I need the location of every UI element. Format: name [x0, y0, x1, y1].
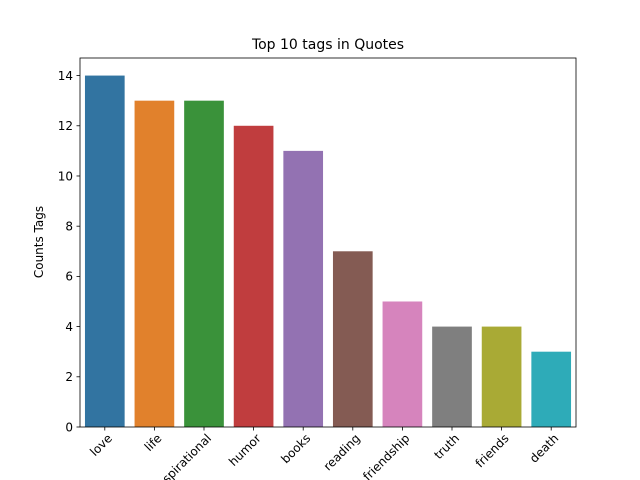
plot-frame	[79, 57, 577, 428]
y-axis: 0 2 4 6 8 10 12 14	[58, 69, 80, 434]
x-tick-label: friends	[473, 431, 512, 470]
bar-humor	[233, 125, 274, 427]
x-tick-label: truth	[431, 431, 462, 462]
x-tick-label: reading	[321, 431, 363, 473]
y-tick-label: 4	[65, 320, 73, 334]
bar-love	[84, 75, 125, 427]
y-tick-label: 14	[58, 69, 73, 83]
x-tick-label: books	[278, 431, 313, 466]
x-tick-label: friendship	[360, 431, 412, 480]
bar-friends	[481, 326, 522, 427]
y-tick-label: 10	[58, 169, 73, 183]
bar-inspirational	[184, 100, 224, 428]
bar-friendship	[382, 301, 423, 427]
x-tick-label: life	[142, 431, 165, 454]
bar-death	[531, 351, 572, 427]
bars-group	[84, 75, 572, 428]
bar-truth	[432, 326, 472, 427]
x-tick-label: love	[87, 431, 115, 459]
y-tick-label: 0	[65, 420, 73, 434]
y-tick-label: 8	[65, 219, 73, 233]
bar-books	[283, 150, 324, 427]
y-tick-label: 2	[65, 370, 73, 384]
bar-life	[134, 100, 175, 428]
bar-reading	[332, 251, 373, 427]
y-tick-label: 6	[65, 270, 73, 284]
y-axis-label: Counts Tags	[32, 206, 46, 278]
x-tick-label: death	[527, 431, 561, 465]
y-tick-label: 12	[58, 119, 73, 133]
chart-title: Top 10 tags in Quotes	[251, 37, 404, 53]
x-tick-label: humor	[226, 431, 264, 469]
